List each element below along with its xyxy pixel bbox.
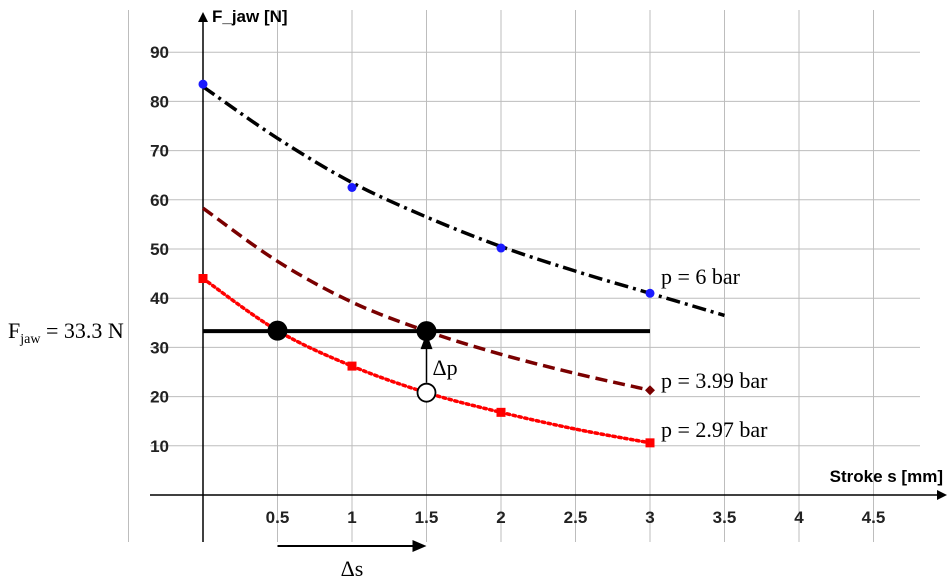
force-label: Fjaw = 33.3 N (8, 318, 124, 347)
y-tick-label: 60 (150, 191, 169, 210)
x-axis-arrow (937, 490, 947, 500)
delta-s-label: Δs (341, 556, 364, 581)
y-tick-label: 80 (150, 92, 169, 111)
series-0 (198, 79, 725, 318)
x-tick-label: 3 (645, 508, 654, 527)
series-line (202, 85, 725, 318)
data-point (347, 183, 357, 192)
x-tick-label: 2.5 (564, 508, 588, 527)
y-axis-label: F_jaw [N] (212, 7, 288, 26)
x-tick-label: 4 (794, 508, 804, 527)
data-point (496, 243, 506, 253)
delta-p-label: Δp (433, 355, 458, 380)
intersection-point (267, 320, 288, 341)
x-tick-label: 4.5 (862, 508, 886, 527)
data-point (198, 79, 208, 89)
y-tick-label: 20 (150, 388, 169, 407)
series-label: p = 3.99 bar (661, 368, 768, 393)
x-axis-label: Stroke s [mm] (830, 467, 943, 486)
data-point (198, 274, 208, 284)
delta-s-arrow-head (412, 540, 427, 552)
series-label: p = 2.97 bar (661, 417, 768, 442)
x-tick-label: 1 (347, 508, 356, 527)
y-tick-label: 30 (150, 338, 169, 357)
data-point (645, 438, 655, 448)
grid (128, 10, 920, 542)
y-tick-label: 70 (150, 142, 169, 161)
x-tick-label: 1.5 (415, 508, 439, 527)
series-1 (201, 206, 655, 396)
data-point (347, 361, 357, 371)
data-point (645, 385, 655, 396)
x-tick-label: 3.5 (713, 508, 737, 527)
intersection-point (416, 321, 437, 342)
annotations (203, 320, 650, 552)
y-tick-label: 10 (150, 437, 169, 456)
series-label: p = 6 bar (661, 264, 741, 289)
axes (150, 12, 947, 542)
y-axis-arrow (198, 12, 208, 22)
labels: 0.5 1 1.5 2 2.5 3 3.5 4 4.5 10 20 30 40 50 60 70 80 90 F_j… (8, 7, 943, 581)
y-tick-label: 40 (150, 289, 169, 308)
data-point (496, 407, 506, 417)
y-tick-label: 90 (150, 43, 169, 62)
open-point (416, 382, 437, 403)
y-tick-label: 50 (150, 240, 169, 259)
data-point (645, 288, 655, 298)
x-tick-label: 0.5 (266, 508, 290, 527)
x-tick-label: 2 (496, 508, 505, 527)
